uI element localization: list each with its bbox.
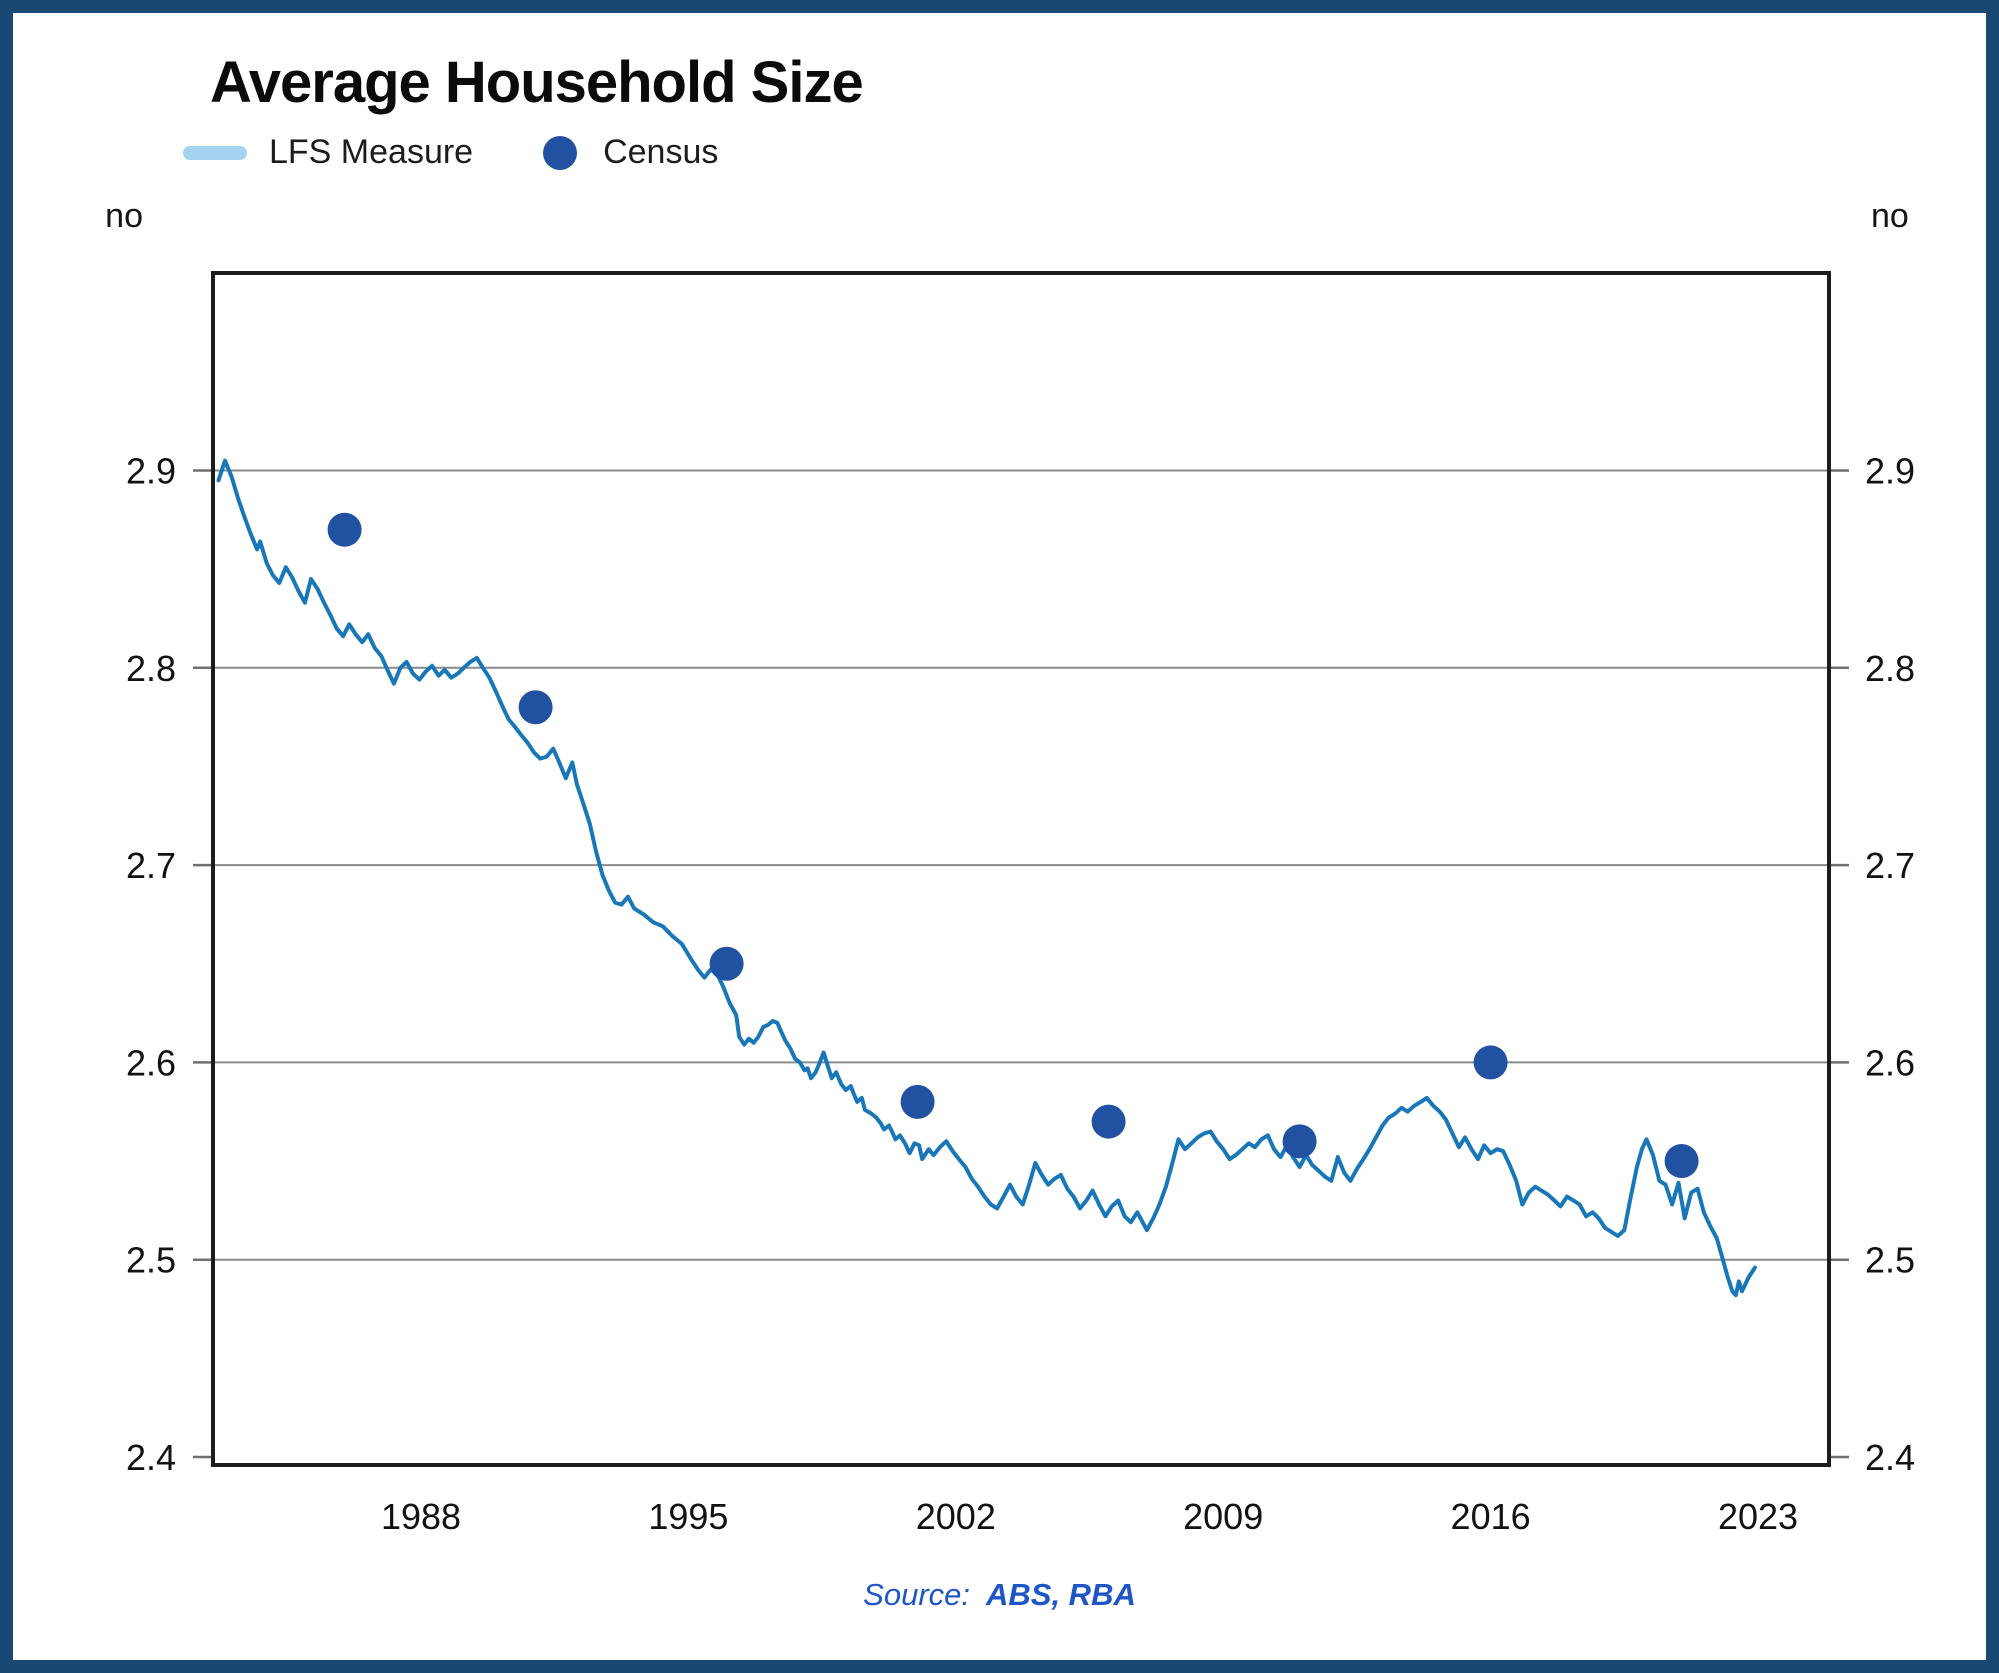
source-note: Source: ABS, RBA: [13, 1577, 1986, 1613]
y-axis-label-right: 2.6: [1865, 1042, 1915, 1083]
legend-label-census: Census: [603, 133, 719, 171]
x-axis-label: 2002: [916, 1496, 996, 1537]
census-dot: [327, 512, 362, 547]
y-axis-label-left: 2.6: [126, 1042, 176, 1083]
legend-label-lfs: LFS Measure: [269, 133, 474, 171]
y-axis-unit-left: no: [105, 197, 143, 235]
line-chart: 2.4 2.4 2.5 2.5 2.6 2.6 2.7 2.7 2.8 2.8 2.9 2.9 1988…: [126, 271, 1915, 1537]
lfs-line-swatch-icon: [183, 145, 247, 160]
legend: LFS Measure Census: [183, 133, 718, 172]
census-dot: [709, 946, 744, 981]
census-dot: [1282, 1124, 1317, 1159]
y-axis-label-right: 2.5: [1865, 1240, 1915, 1281]
census-dot: [1473, 1045, 1508, 1080]
y-axis-label-right: 2.7: [1865, 845, 1915, 886]
source-text: ABS, RBA: [986, 1577, 1136, 1612]
y-axis-label-left: 2.8: [126, 648, 176, 689]
census-dot-swatch-icon: [543, 135, 578, 170]
y-axis-label-right: 2.4: [1865, 1437, 1915, 1478]
source-prefix: Source:: [863, 1577, 970, 1612]
census-dot: [900, 1084, 935, 1119]
y-axis-label-left: 2.5: [126, 1240, 176, 1281]
y-axis-unit-right: no: [1871, 197, 1909, 235]
legend-item-census: Census: [543, 133, 718, 172]
x-axis-label: 2023: [1718, 1496, 1798, 1537]
census-dot: [1091, 1104, 1126, 1139]
x-axis-label: 1988: [381, 1496, 461, 1537]
legend-item-lfs: LFS Measure: [183, 133, 473, 172]
y-axis-label-right: 2.8: [1865, 648, 1915, 689]
y-axis-label-left: 2.7: [126, 845, 176, 886]
chart-title: Average Household Size: [210, 50, 864, 115]
x-axis-label: 2016: [1451, 1496, 1531, 1537]
plot-frame: [211, 271, 1831, 1467]
census-dot: [518, 690, 553, 725]
y-axis-label-left: 2.4: [126, 1437, 176, 1478]
census-dot: [1664, 1144, 1699, 1179]
y-axis-label-left: 2.9: [126, 451, 176, 492]
lfs-measure-line: [216, 458, 1757, 1298]
x-axis-label: 2009: [1183, 1496, 1263, 1537]
y-axis-label-right: 2.9: [1865, 451, 1915, 492]
x-axis-label: 1995: [648, 1496, 728, 1537]
